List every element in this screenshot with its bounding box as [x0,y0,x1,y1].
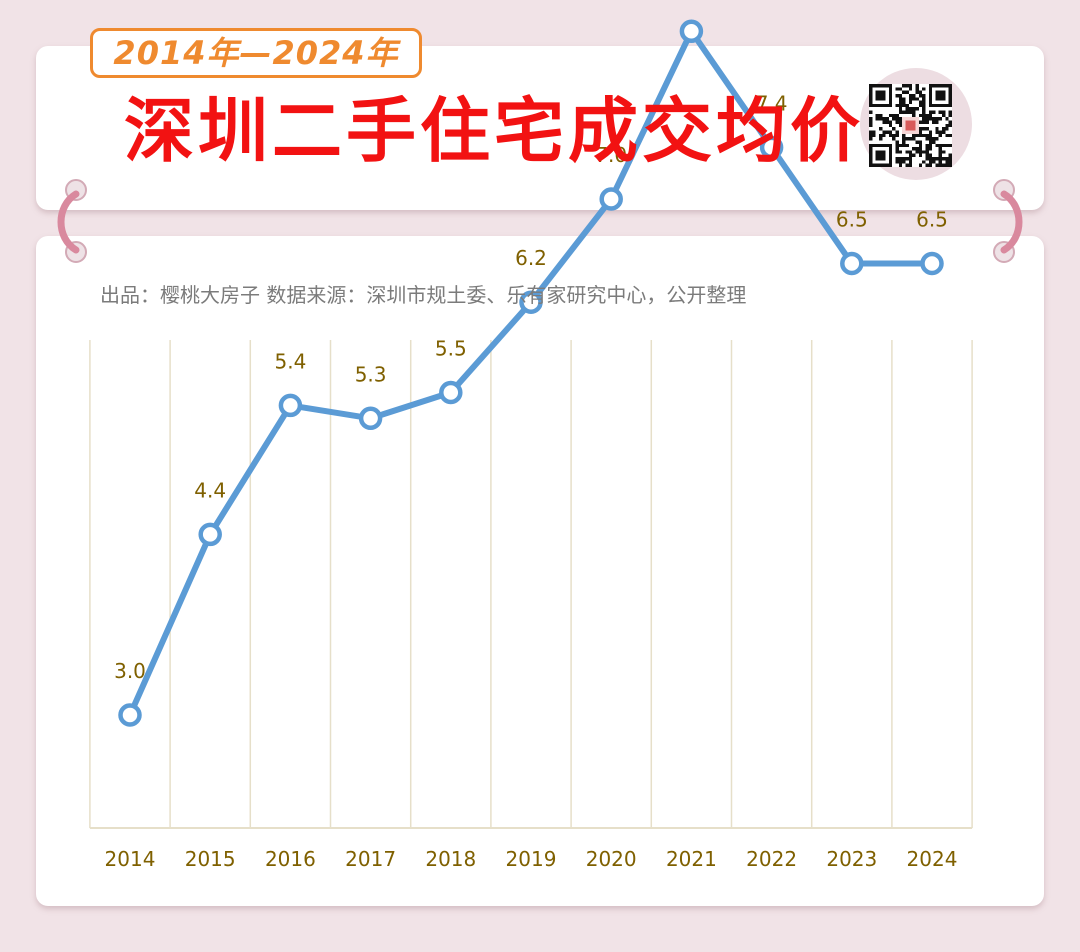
data-point [679,19,704,44]
data-label: 6.5 [836,208,868,232]
x-tick-label: 2023 [826,847,877,871]
binder-ring-right [993,179,1023,263]
data-label: 6.2 [515,246,547,270]
data-label: 7.0 [595,143,627,167]
x-tick-label: 2016 [265,847,316,871]
data-point [198,522,222,547]
x-tick-label: 2014 [105,847,156,871]
chart-card [36,236,1044,906]
data-label: 6.5 [916,208,948,232]
data-label: 4.4 [194,478,226,502]
x-tick-label: 2019 [506,847,557,871]
binder-ring-left [57,179,87,263]
data-point [278,393,303,418]
source-note: 出品：樱桃大房子 数据来源：深圳市规土委、乐有家研究中心，公开整理 [100,283,747,307]
data-point [599,187,623,211]
data-label: 3.0 [114,659,146,683]
qr-code-icon [869,84,952,167]
data-point [358,406,383,431]
data-label: 5.5 [435,337,467,361]
data-point [840,251,864,276]
x-tick-label: 2015 [185,847,236,871]
x-tick-label: 2020 [586,847,637,871]
period-badge: 2014年—2024年 [90,28,422,78]
data-point [920,251,944,276]
data-point [439,380,463,405]
x-tick-label: 2021 [666,847,717,871]
x-tick-label: 2018 [425,847,476,871]
x-tick-label: 2024 [907,847,958,871]
data-label: 7.4 [756,91,788,115]
x-tick-label: 2022 [746,847,797,871]
page-title: 深圳二手住宅成交均价 [124,90,864,172]
data-point [519,290,543,314]
data-point [759,135,784,160]
data-point [118,703,142,727]
data-label: 5.3 [355,362,387,386]
x-tick-label: 2017 [345,847,396,871]
data-label: 5.4 [274,349,306,373]
